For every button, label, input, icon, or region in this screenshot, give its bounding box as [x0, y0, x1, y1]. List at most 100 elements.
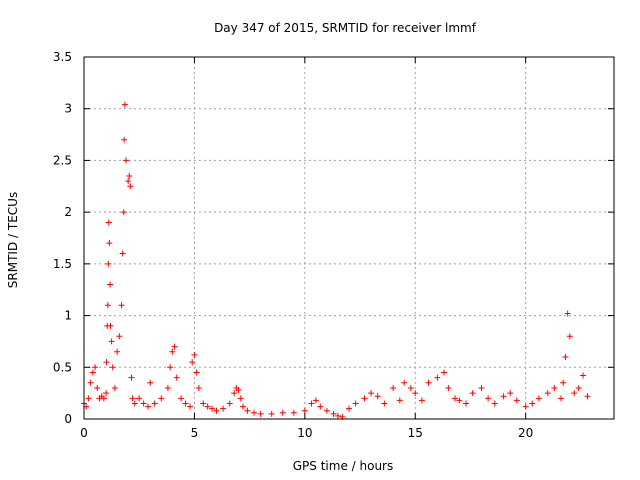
data-point [308, 400, 315, 407]
data-point [584, 393, 591, 400]
data-point [456, 397, 463, 404]
data-point [268, 410, 275, 417]
data-point [575, 384, 582, 391]
data-point [191, 351, 198, 358]
grid [84, 57, 614, 419]
data-point [231, 390, 238, 397]
data-point [558, 395, 564, 402]
data-point [136, 395, 143, 402]
y-tick-label: 0.5 [53, 360, 72, 374]
x-tick-label: 20 [518, 426, 533, 440]
data-point [312, 397, 319, 404]
data-point [200, 400, 207, 407]
data-point [244, 407, 251, 414]
plot-border [83, 56, 615, 420]
data-point [85, 395, 92, 402]
data-point [114, 348, 121, 355]
data-point [100, 395, 107, 402]
data-point [425, 379, 432, 386]
data-point [189, 359, 196, 366]
data-point [279, 409, 286, 416]
data-point [140, 400, 147, 407]
data-point [407, 384, 414, 391]
data-point [108, 338, 115, 345]
x-tick-label: 0 [80, 426, 88, 440]
x-axis-label: GPS time / hours [293, 459, 394, 473]
y-tick-label: 3.5 [53, 50, 72, 64]
data-point [544, 390, 551, 397]
data-point [334, 412, 341, 419]
data-point [121, 136, 128, 143]
data-point [529, 400, 536, 407]
data-point [116, 333, 123, 340]
data-point [469, 390, 476, 397]
data-point [401, 379, 408, 386]
x-tick-labels: 0 5 10 15 20 [80, 426, 533, 440]
data-point [418, 397, 425, 404]
data-point [564, 310, 571, 317]
data-point [128, 374, 135, 381]
data-point [301, 407, 308, 414]
data-point [412, 390, 419, 397]
data-point [440, 369, 447, 376]
y-tick-label: 2.5 [53, 153, 72, 167]
data-point [452, 395, 458, 402]
data-point [167, 364, 174, 371]
data-point [125, 178, 132, 185]
data-point [562, 353, 569, 360]
data-point [330, 410, 337, 417]
data-point [178, 395, 185, 402]
data-point [145, 403, 152, 410]
data-point [119, 250, 126, 257]
data-point [551, 384, 558, 391]
data-point [151, 400, 158, 407]
data-point [120, 209, 127, 216]
data-point [105, 260, 112, 267]
data-point [478, 384, 485, 391]
data-point [237, 395, 244, 402]
data-point [213, 407, 220, 414]
data-point [193, 369, 200, 376]
data-point [109, 364, 116, 371]
data-point [235, 387, 242, 394]
data-point [107, 322, 114, 329]
data-point [173, 374, 180, 381]
data-point [129, 395, 136, 402]
y-tick-label: 0 [64, 412, 72, 426]
data-point [500, 393, 507, 400]
data-point [374, 393, 381, 400]
chart-title: Day 347 of 2015, SRMTID for receiver lmm… [214, 21, 477, 35]
data-point [226, 400, 233, 407]
data-point [220, 405, 227, 412]
data-point [390, 384, 397, 391]
y-tick-label: 2 [64, 205, 72, 219]
y-tick-label: 3 [64, 102, 72, 116]
data-point [182, 400, 189, 407]
data-point [580, 372, 587, 379]
data-point [187, 403, 193, 410]
x-tick-label: 10 [297, 426, 312, 440]
data-point [445, 384, 452, 391]
data-point [164, 384, 171, 391]
data-point [368, 390, 375, 397]
data-point [491, 400, 498, 407]
data-point [169, 348, 176, 355]
data-point [317, 403, 324, 410]
data-point [106, 240, 113, 247]
data-point [147, 379, 154, 386]
data-point [126, 172, 133, 179]
y-tick-labels: 0 0.5 1 1.5 2 2.5 3 3.5 [53, 50, 72, 426]
data-point [103, 359, 110, 366]
data-point [158, 395, 165, 402]
data-point [352, 400, 359, 407]
data-point [566, 333, 573, 340]
data-point [485, 395, 492, 402]
data-point [240, 403, 246, 410]
data-point [121, 101, 128, 108]
x-tick-label: 5 [191, 426, 199, 440]
data-point [87, 379, 94, 386]
data-point [118, 302, 125, 309]
data-point [396, 397, 403, 404]
data-point [204, 403, 211, 410]
